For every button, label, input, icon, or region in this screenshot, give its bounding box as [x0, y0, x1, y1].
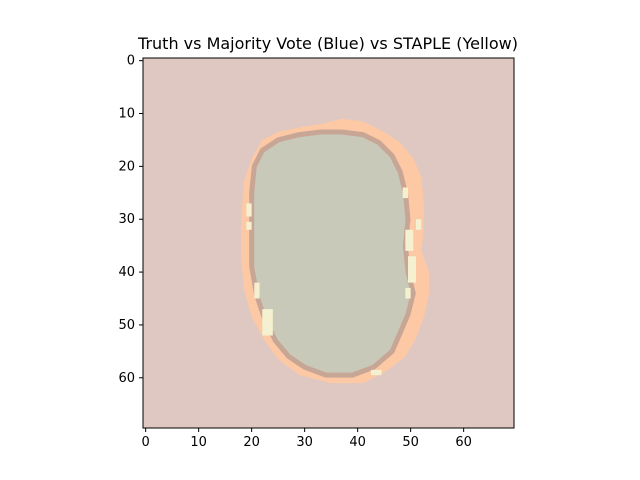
y-tick-label: 0 [127, 54, 135, 69]
y-tick-label: 50 [118, 318, 135, 333]
staple-edge-cell [246, 203, 252, 217]
staple-edge-cell [405, 287, 411, 299]
y-tick-label: 20 [118, 159, 135, 174]
staple-edge-cell [254, 282, 260, 299]
staple-edge-cell [408, 256, 416, 283]
plot-frame [142, 57, 515, 429]
y-axis: 0 10 20 30 40 50 60 [118, 54, 143, 386]
staple-edge-cell [370, 369, 382, 376]
x-tick-label: 0 [142, 435, 150, 450]
staple-edge-cell [262, 309, 273, 336]
plot-area [143, 58, 514, 428]
y-tick-label: 60 [118, 371, 135, 386]
y-tick-label: 30 [118, 212, 135, 227]
chart-title: Truth vs Majority Vote (Blue) vs STAPLE … [137, 34, 518, 53]
x-tick-label: 30 [296, 435, 313, 450]
y-tick-label: 10 [118, 107, 135, 122]
x-tick-label: 20 [243, 435, 260, 450]
x-tick-label: 60 [455, 435, 472, 450]
staple-edge-cell [405, 229, 414, 251]
x-tick-label: 50 [402, 435, 419, 450]
staple-edges [246, 187, 422, 376]
x-tick-label: 40 [349, 435, 366, 450]
majority-vote-region [249, 129, 416, 378]
staple-edge-cell [415, 219, 422, 230]
x-axis: 0 10 20 30 40 50 60 [142, 428, 472, 450]
x-tick-label: 10 [190, 435, 207, 450]
staple-edge-cell [402, 187, 408, 199]
y-tick-label: 40 [118, 265, 135, 280]
staple-edge-cell [246, 221, 252, 230]
